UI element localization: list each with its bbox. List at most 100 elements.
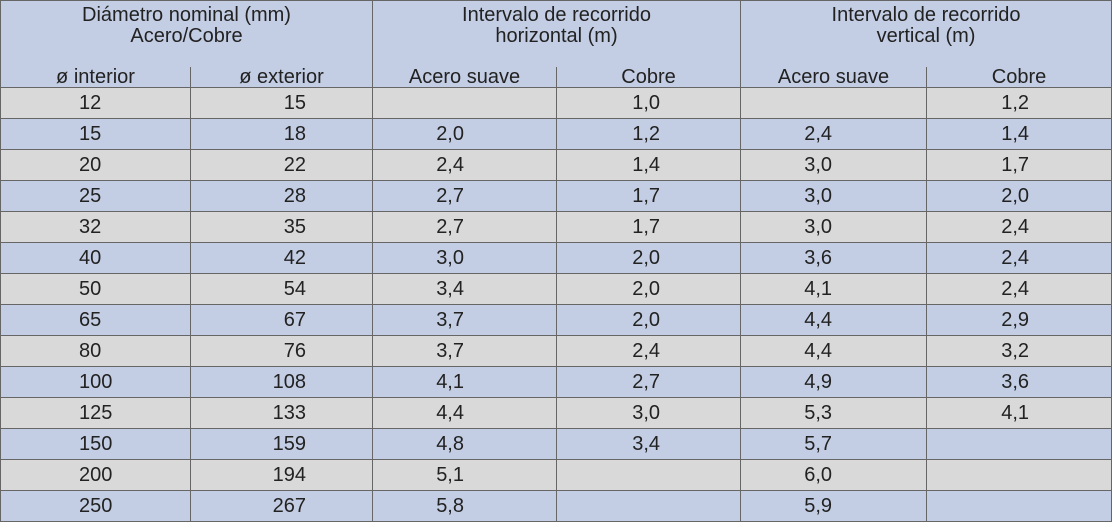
table-cell: 4,4 [372, 397, 557, 429]
table-cell: 2,4 [926, 273, 1113, 305]
table-cell: 15 [190, 87, 373, 119]
table-cell: 15 [0, 118, 191, 150]
table-cell: 3,6 [926, 366, 1113, 398]
table-cell [555, 490, 742, 522]
table-cell: 194 [190, 459, 373, 491]
table-cell: 1,7 [555, 211, 742, 243]
table-cell: 3,0 [740, 180, 928, 212]
table-row: 150 159 4,8 3,4 5,7 [0, 428, 1113, 460]
table-cell: 159 [190, 428, 373, 460]
table-cell: 1,7 [926, 149, 1113, 181]
table-row: 25 28 2,7 1,7 3,0 2,0 [0, 180, 1113, 212]
table-cell: 5,8 [372, 490, 557, 522]
header-nominal-diameter-line2: Acero/Cobre [130, 25, 243, 47]
table-cell: 4,4 [740, 304, 928, 336]
header-vertical-interval-line1: Intervalo de recorrido [831, 4, 1021, 26]
table-cell [926, 490, 1113, 522]
table-cell: 3,0 [740, 211, 928, 243]
table-cell: 65 [0, 304, 191, 336]
table-cell: 4,1 [740, 273, 928, 305]
table-cell: 5,1 [372, 459, 557, 491]
table-cell: 5,9 [740, 490, 928, 522]
table-cell: 6,0 [740, 459, 928, 491]
table-cell: 1,2 [555, 118, 742, 150]
header-group-row: Diámetro nominal (mm) Acero/Cobre Interv… [0, 0, 1113, 67]
table-cell: 20 [0, 149, 191, 181]
table-cell: 3,0 [740, 149, 928, 181]
table-cell: 2,7 [555, 366, 742, 398]
table-cell: 32 [0, 211, 191, 243]
table-row: 50 54 3,4 2,0 4,1 2,4 [0, 273, 1113, 305]
table-row: 15 18 2,0 1,2 2,4 1,4 [0, 118, 1113, 150]
table-cell: 12 [0, 87, 191, 119]
table-cell [740, 87, 928, 119]
table-cell: 80 [0, 335, 191, 367]
table-cell: 18 [190, 118, 373, 150]
table-cell: 3,2 [926, 335, 1113, 367]
table-row: 250 267 5,8 5,9 [0, 490, 1113, 522]
header-horizontal-interval-line1: Intervalo de recorrido [462, 4, 651, 26]
table-row: 20 22 2,4 1,4 3,0 1,7 [0, 149, 1113, 181]
header-sub-row: ø interior ø exterior Acero suave Cobre Acer… [0, 67, 1113, 88]
table-cell: 133 [190, 397, 373, 429]
table-cell: 4,1 [372, 366, 557, 398]
table-row: 200 194 5,1 6,0 [0, 459, 1113, 491]
header-vertical-copper: Cobre [926, 67, 1113, 88]
table-cell: 2,0 [372, 118, 557, 150]
table-cell: 4,8 [372, 428, 557, 460]
table-cell: 1,7 [555, 180, 742, 212]
table-cell: 3,0 [372, 242, 557, 274]
table-cell: 42 [190, 242, 373, 274]
table-cell: 2,7 [372, 211, 557, 243]
table-row: 12 15 1,0 1,2 [0, 87, 1113, 119]
header-horizontal-interval-line2: horizontal (m) [495, 25, 618, 47]
header-nominal-diameter: Diámetro nominal (mm) Acero/Cobre [0, 0, 373, 67]
table-cell: 28 [190, 180, 373, 212]
table-cell: 2,0 [555, 242, 742, 274]
table-cell: 267 [190, 490, 373, 522]
table-row: 80 76 3,7 2,4 4,4 3,2 [0, 335, 1113, 367]
table-cell: 76 [190, 335, 373, 367]
table-row: 40 42 3,0 2,0 3,6 2,4 [0, 242, 1113, 274]
table-cell: 3,7 [372, 335, 557, 367]
table-cell: 25 [0, 180, 191, 212]
table-cell: 100 [0, 366, 191, 398]
table-cell: 3,0 [555, 397, 742, 429]
table-cell: 1,4 [926, 118, 1113, 150]
table-cell: 5,7 [740, 428, 928, 460]
table-cell: 3,4 [372, 273, 557, 305]
header-vertical-interval-line2: vertical (m) [876, 25, 976, 47]
table-cell: 200 [0, 459, 191, 491]
table-cell: 2,4 [926, 242, 1113, 274]
header-horizontal-copper: Cobre [555, 67, 742, 88]
table-cell: 50 [0, 273, 191, 305]
table-cell: 1,4 [555, 149, 742, 181]
table-cell: 125 [0, 397, 191, 429]
table-cell: 250 [0, 490, 191, 522]
table-cell: 67 [190, 304, 373, 336]
table-cell: 40 [0, 242, 191, 274]
table-cell [372, 87, 557, 119]
table-row: 65 67 3,7 2,0 4,4 2,9 [0, 304, 1113, 336]
table-cell: 3,7 [372, 304, 557, 336]
table-cell: 3,4 [555, 428, 742, 460]
table-cell: 2,4 [372, 149, 557, 181]
table-cell: 35 [190, 211, 373, 243]
table-cell: 2,4 [555, 335, 742, 367]
table-row: 125 133 4,4 3,0 5,3 4,1 [0, 397, 1113, 429]
table-cell: 54 [190, 273, 373, 305]
table-cell: 22 [190, 149, 373, 181]
table-cell: 4,1 [926, 397, 1113, 429]
table-cell: 5,3 [740, 397, 928, 429]
table-cell: 2,0 [555, 304, 742, 336]
table-row: 32 35 2,7 1,7 3,0 2,4 [0, 211, 1113, 243]
table-cell: 2,7 [372, 180, 557, 212]
table-row: 100 108 4,1 2,7 4,9 3,6 [0, 366, 1113, 398]
header-vertical-mild-steel: Acero suave [740, 67, 928, 88]
header-horizontal-mild-steel: Acero suave [372, 67, 557, 88]
table-cell [926, 428, 1113, 460]
table-cell: 2,4 [740, 118, 928, 150]
table-cell: 2,0 [926, 180, 1113, 212]
table-cell: 1,0 [555, 87, 742, 119]
